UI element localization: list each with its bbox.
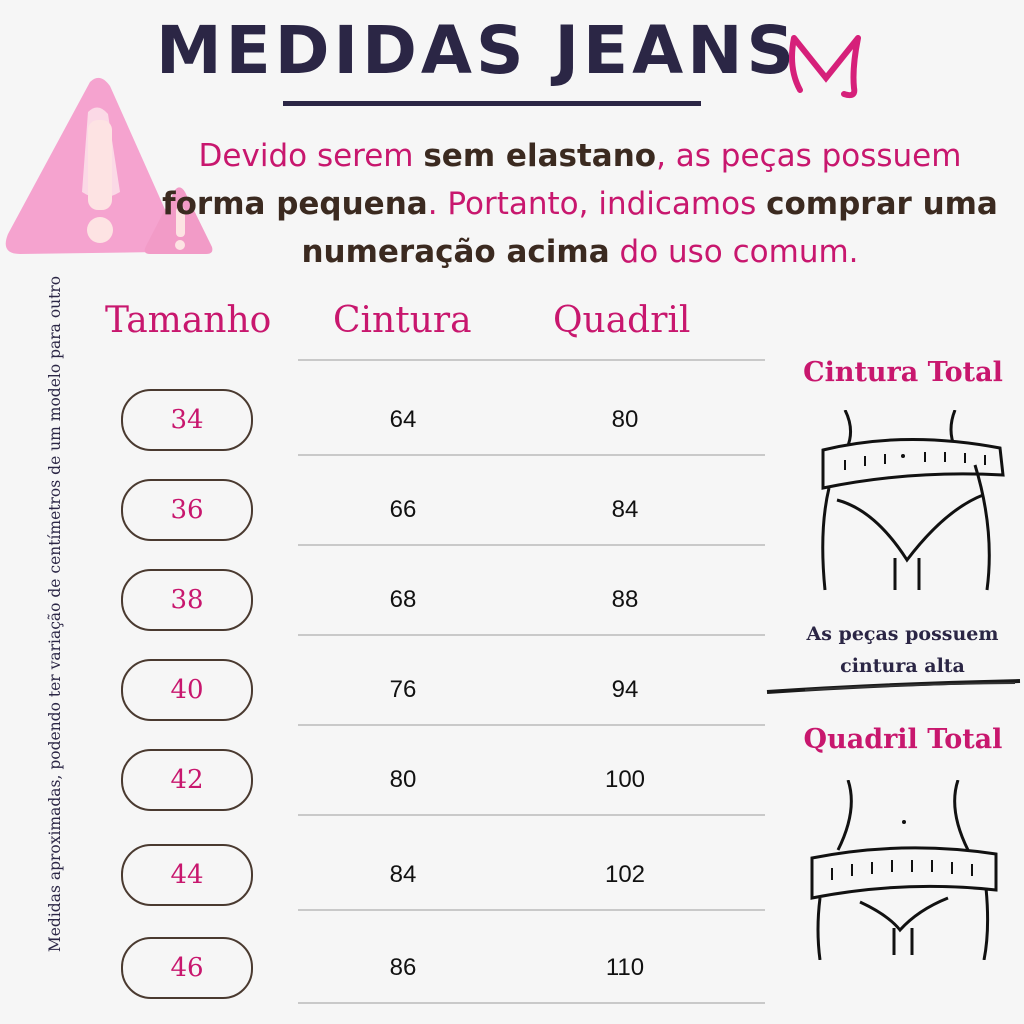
cintura-value: 68 — [389, 586, 417, 613]
row-divider — [298, 634, 765, 636]
brand-logo — [789, 35, 861, 99]
header-divider — [298, 359, 765, 361]
cintura-value: 66 — [389, 496, 417, 523]
brush-underline — [766, 679, 1021, 694]
notice-bold: sem elastano — [423, 138, 657, 174]
header-tamanho: Tamanho — [105, 300, 272, 341]
notice-bold: forma pequena — [162, 186, 428, 222]
size-pill: 38 — [121, 569, 253, 631]
size-pill: 36 — [121, 479, 253, 541]
title-underline — [283, 101, 701, 106]
size-pill: 46 — [121, 937, 253, 999]
high-waist-note: As peças possuem cintura alta — [806, 623, 999, 677]
notice-part: , as peças possuem — [656, 138, 962, 174]
row-divider — [298, 724, 765, 726]
page-title: MEDIDAS JEANS — [156, 12, 798, 89]
notice-part: do uso comum. — [609, 234, 859, 270]
hip-measure-illustration — [810, 780, 998, 960]
quadril-total-title: Quadril Total — [803, 724, 1003, 755]
cintura-value: 64 — [389, 406, 417, 433]
warning-triangle-icon — [5, 77, 213, 254]
size-pill: 40 — [121, 659, 253, 721]
notice-bold: comprar uma numeração acima — [301, 186, 998, 270]
cintura-total-title: Cintura Total — [803, 357, 1003, 388]
quadril-value: 100 — [604, 766, 646, 793]
quadril-value: 88 — [611, 586, 639, 613]
waist-measure-illustration — [821, 410, 1005, 591]
size-pill: 42 — [121, 749, 253, 811]
row-divider — [298, 544, 765, 546]
notice-part: . Portanto, indicamos — [427, 186, 767, 222]
quadril-value: 102 — [604, 861, 646, 888]
quadril-value: 110 — [605, 954, 645, 981]
cintura-value: 76 — [389, 676, 417, 703]
cintura-value: 86 — [389, 954, 417, 981]
cintura-value: 80 — [389, 766, 417, 793]
row-divider — [298, 1002, 765, 1004]
row-divider — [298, 814, 765, 816]
header-quadril: Quadril — [553, 300, 691, 341]
quadril-value: 84 — [611, 496, 639, 523]
size-pill: 44 — [121, 844, 253, 906]
size-pill: 34 — [121, 389, 253, 451]
row-divider — [298, 454, 765, 456]
notice-text: Devido serem sem elastano, as peças poss… — [160, 132, 1000, 276]
notice-part: Devido serem — [198, 138, 424, 174]
quadril-value: 94 — [611, 676, 639, 703]
quadril-value: 80 — [611, 406, 639, 433]
row-divider — [298, 909, 765, 911]
header-cintura: Cintura — [333, 300, 472, 341]
side-note: Medidas aproximadas, podendo ter variaçã… — [46, 275, 64, 953]
cintura-value: 84 — [389, 861, 417, 888]
